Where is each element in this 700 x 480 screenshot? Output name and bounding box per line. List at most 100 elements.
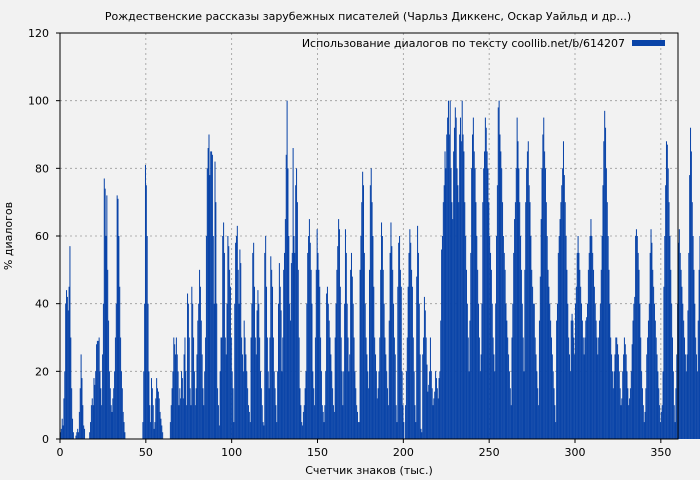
bar — [492, 337, 494, 439]
bar — [395, 405, 397, 439]
bar — [476, 236, 478, 439]
bar — [352, 303, 354, 439]
bar — [376, 398, 378, 439]
bar — [578, 252, 580, 439]
bar — [144, 303, 146, 439]
bar — [512, 303, 514, 439]
bar — [489, 236, 491, 439]
bar — [616, 337, 618, 439]
bar — [157, 391, 159, 439]
bar — [508, 354, 510, 439]
bar — [71, 388, 73, 439]
bar — [484, 151, 486, 440]
bar — [684, 354, 686, 439]
bar — [393, 303, 395, 439]
bar — [621, 398, 623, 439]
bar — [417, 252, 419, 439]
bar — [69, 246, 71, 439]
bar — [460, 141, 462, 439]
bar — [551, 354, 553, 439]
bar — [533, 303, 535, 439]
bar — [424, 310, 426, 439]
bar — [605, 168, 607, 439]
bar — [148, 371, 150, 439]
bar — [443, 185, 445, 439]
bar — [434, 391, 436, 439]
bar — [428, 384, 430, 439]
bar — [193, 337, 195, 439]
bar — [431, 388, 433, 439]
bar — [64, 371, 66, 439]
bar — [380, 269, 382, 439]
bar — [285, 154, 287, 440]
bar — [381, 222, 383, 439]
bar — [363, 252, 365, 439]
bar — [581, 320, 583, 439]
bar — [346, 303, 348, 439]
bar — [522, 337, 524, 439]
bar — [469, 320, 471, 439]
bar — [107, 269, 109, 439]
bar — [436, 388, 438, 439]
bar — [599, 320, 601, 439]
bar — [110, 405, 112, 439]
bar — [527, 141, 529, 439]
bar — [240, 263, 242, 439]
bar — [579, 269, 581, 439]
bar — [617, 344, 619, 439]
bar — [403, 422, 405, 439]
bar — [485, 127, 487, 439]
bar — [405, 405, 407, 439]
bar — [587, 269, 589, 439]
bar — [266, 337, 268, 439]
bar — [417, 225, 419, 439]
bar — [259, 371, 261, 439]
bar — [377, 388, 379, 439]
bar — [454, 107, 456, 440]
bar — [689, 175, 691, 439]
bar — [484, 117, 486, 439]
bar — [334, 337, 336, 439]
bar — [256, 310, 258, 439]
bar — [195, 388, 197, 439]
bar — [628, 405, 630, 439]
bar — [304, 388, 306, 439]
bar — [330, 354, 332, 439]
bar — [494, 371, 496, 439]
bar — [218, 425, 220, 439]
bar — [153, 428, 155, 439]
bar — [253, 286, 255, 439]
bar — [422, 354, 424, 439]
bar — [597, 354, 599, 439]
bar — [382, 269, 384, 439]
bar — [682, 303, 684, 439]
bar — [411, 286, 413, 439]
bar — [526, 151, 528, 440]
bar — [539, 276, 541, 439]
bar — [410, 242, 412, 439]
bar — [310, 269, 312, 439]
bar — [287, 168, 289, 439]
bar — [188, 337, 190, 439]
bar — [181, 378, 183, 439]
bar — [337, 246, 339, 439]
bar — [281, 371, 283, 439]
bar — [493, 354, 495, 439]
bar — [414, 405, 416, 439]
bar — [290, 320, 292, 439]
bar — [426, 364, 428, 439]
y-tick-label: 0 — [42, 433, 49, 446]
bar — [320, 371, 322, 439]
bar — [614, 354, 616, 439]
x-axis-label: Счетчик знаков (тыс.) — [305, 464, 433, 477]
bar — [566, 269, 568, 439]
bar — [605, 127, 607, 439]
y-tick-label: 100 — [28, 95, 49, 108]
bar — [552, 371, 554, 439]
y-tick-label: 120 — [28, 27, 49, 40]
x-tick-label: 150 — [307, 446, 328, 459]
bar — [113, 388, 115, 439]
bar — [229, 286, 231, 439]
bar — [413, 371, 415, 439]
bar — [427, 391, 429, 439]
